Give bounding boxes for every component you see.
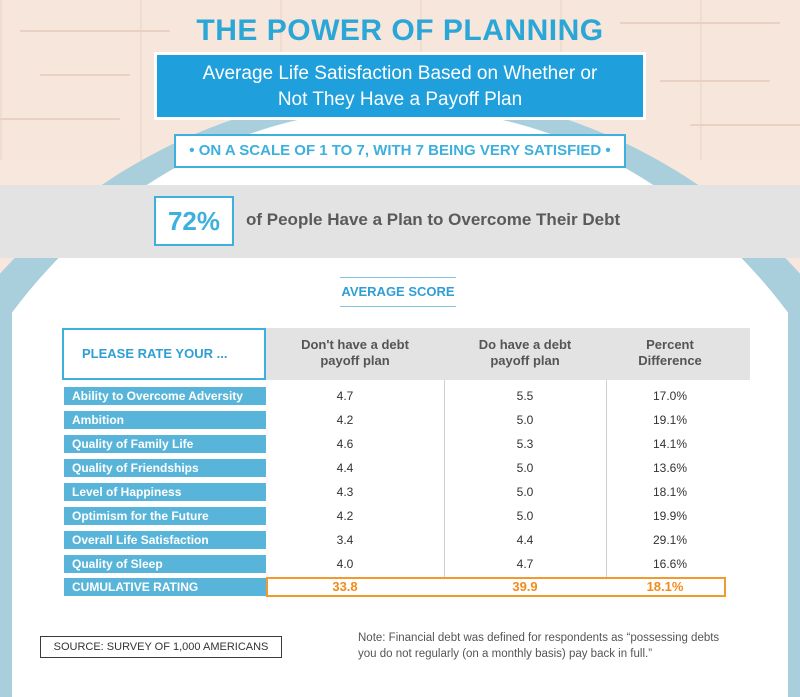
column-header-plan: Do have a debt payoff plan	[450, 337, 600, 369]
footnote: Note: Financial debt was defined for res…	[358, 630, 778, 662]
highlight-percent: 72%	[154, 196, 234, 246]
column-header-line: Do have a debt	[478, 337, 572, 352]
cell-plan: 5.0	[516, 461, 534, 475]
cell-no-plan: 4.2	[336, 509, 354, 523]
column-header-line: Difference	[638, 353, 702, 368]
subtitle-banner: Average Life Satisfaction Based on Wheth…	[154, 52, 646, 120]
cumulative-label: CUMULATIVE RATING	[64, 578, 266, 596]
row-label: Ability to Overcome Adversity	[64, 387, 266, 405]
scale-note: • ON A SCALE OF 1 TO 7, WITH 7 BEING VER…	[174, 134, 626, 168]
cell-no-plan: 3.4	[336, 533, 354, 547]
footnote-line: you do not regularly (on a monthly basis…	[358, 648, 653, 660]
row-label: Optimism for the Future	[64, 507, 266, 525]
cell-diff: 19.1%	[652, 413, 688, 427]
footnote-line: Note: Financial debt was defined for res…	[358, 632, 720, 644]
cell-no-plan: 4.4	[336, 461, 354, 475]
cumulative-diff: 18.1%	[646, 579, 684, 594]
cumulative-no-plan: 33.8	[332, 579, 358, 594]
row-label: Quality of Friendships	[64, 459, 266, 477]
row-label: Ambition	[64, 411, 266, 429]
cumulative-box	[266, 577, 726, 597]
cell-no-plan: 4.7	[336, 389, 354, 403]
subtitle-line-2: Not They Have a Payoff Plan	[277, 89, 523, 110]
table-header-band	[266, 328, 750, 380]
page-title: THE POWER OF PLANNING	[196, 14, 604, 47]
column-header-line: payoff plan	[320, 353, 390, 368]
row-label: Overall Life Satisfaction	[64, 531, 266, 549]
cumulative-plan: 39.9	[512, 579, 538, 594]
row-label: Level of Happiness	[64, 483, 266, 501]
wood-grain	[620, 22, 780, 24]
cell-no-plan: 4.3	[336, 485, 354, 499]
table-title: AVERAGE SCORE	[340, 277, 456, 307]
column-header-line: Percent	[646, 337, 694, 352]
column-header-diff: Percent Difference	[610, 337, 730, 369]
cell-no-plan: 4.0	[336, 557, 354, 571]
cell-no-plan: 4.2	[336, 413, 354, 427]
wood-grain	[0, 118, 120, 120]
highlight-text: of People Have a Plan to Overcome Their …	[246, 210, 621, 229]
column-header-line: payoff plan	[490, 353, 560, 368]
cell-plan: 5.0	[516, 509, 534, 523]
wood-grain	[40, 74, 130, 76]
wood-grain	[20, 30, 170, 32]
cell-plan: 5.5	[516, 389, 534, 403]
cell-diff: 18.1%	[652, 485, 688, 499]
cell-diff: 19.9%	[652, 509, 688, 523]
cell-diff: 17.0%	[652, 389, 688, 403]
column-header-no-plan: Don't have a debt payoff plan	[280, 337, 430, 369]
wood-grain	[690, 124, 800, 126]
highlight-band	[0, 185, 800, 258]
cell-plan: 5.0	[516, 413, 534, 427]
row-header: PLEASE RATE YOUR ...	[62, 328, 266, 380]
source-note: SOURCE: SURVEY OF 1,000 AMERICANS	[40, 636, 282, 658]
cell-diff: 16.6%	[652, 557, 688, 571]
subtitle-line-1: Average Life Satisfaction Based on Wheth…	[202, 63, 598, 84]
cell-plan: 4.7	[516, 557, 534, 571]
cell-diff: 13.6%	[652, 461, 688, 475]
row-label: Quality of Sleep	[64, 555, 266, 573]
cell-plan: 5.0	[516, 485, 534, 499]
cell-plan: 4.4	[516, 533, 534, 547]
cell-plan: 5.3	[516, 437, 534, 451]
cell-diff: 29.1%	[652, 533, 688, 547]
cell-no-plan: 4.6	[336, 437, 354, 451]
column-divider	[606, 380, 607, 596]
row-label: Quality of Family Life	[64, 435, 266, 453]
cell-diff: 14.1%	[652, 437, 688, 451]
column-divider	[444, 380, 445, 596]
column-header-line: Don't have a debt	[301, 337, 409, 352]
wood-grain	[660, 80, 770, 82]
